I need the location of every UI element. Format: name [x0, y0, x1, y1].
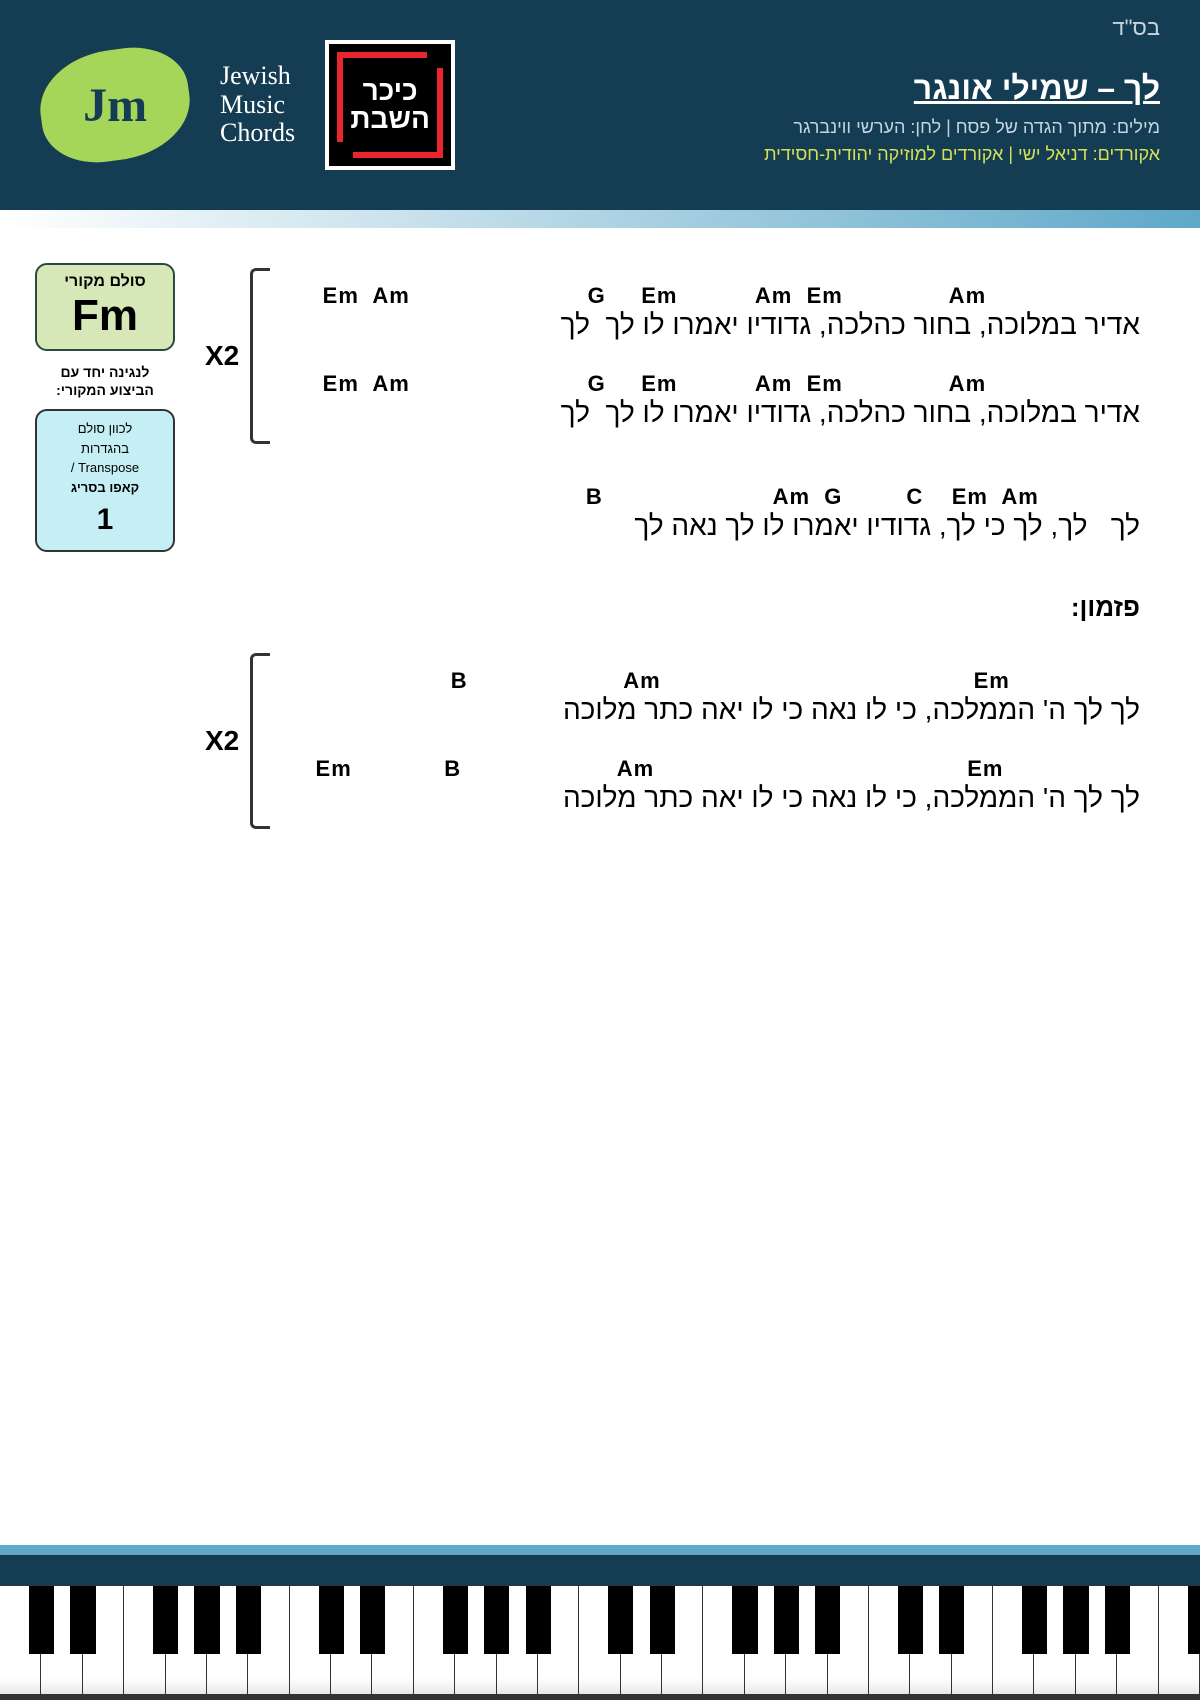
- original-key-chord: Fm: [45, 291, 165, 341]
- credits-lyrics-melody: מילים: מתוך הגדה של פסח | לחן: הערשי ווי…: [764, 117, 1160, 138]
- black-key: [153, 1586, 178, 1654]
- black-key: [526, 1586, 551, 1654]
- repeat-x2: X2: [205, 340, 239, 372]
- black-key: [236, 1586, 261, 1654]
- capo-box: לכוון סולם בהגדרות Transpose / קאפו בסרי…: [35, 409, 175, 552]
- gradient-bar: [0, 210, 1200, 228]
- black-key: [443, 1586, 468, 1654]
- song-title: לך – שמילי אונגר: [764, 70, 1160, 107]
- repeat-bracket-icon: [250, 653, 270, 829]
- chord-line: Em Am G Em Am Em Am: [280, 371, 1140, 397]
- bridge: B Am G C Em Am לך לך, לך כי לך, גדודיו י…: [280, 484, 1140, 542]
- lyric-line: אדיר במלוכה, בחור כהלכה, גדודיו יאמרו לו…: [280, 309, 1140, 341]
- kikar-line2: השבת: [350, 105, 430, 133]
- original-key-label: סולם מקורי: [45, 273, 165, 291]
- footer: [0, 1545, 1200, 1700]
- black-key: [1063, 1586, 1088, 1654]
- lyric-line: לך לך ה' הממלכה, כי לו נאה כי לו יאה כתר…: [280, 694, 1140, 726]
- play-with-label: לנגינה יחד עם הביצוע המקורי:: [35, 363, 175, 399]
- black-key: [194, 1586, 219, 1654]
- black-key: [29, 1586, 54, 1654]
- black-key: [484, 1586, 509, 1654]
- lyric-line: אדיר במלוכה, בחור כהלכה, גדודיו יאמרו לו…: [280, 397, 1140, 429]
- black-key: [650, 1586, 675, 1654]
- bsd-text: בס"ד: [1112, 15, 1160, 41]
- black-key: [608, 1586, 633, 1654]
- chorus-label: פזמון:: [40, 592, 1140, 623]
- chord-line: Em B Am Em: [280, 756, 1140, 782]
- capo-line1: לכוון סולם: [45, 419, 165, 439]
- black-key: [774, 1586, 799, 1654]
- capo-line3: Transpose /: [45, 458, 165, 478]
- verse-1: X2 Em Am G Em Am Em Am אדיר במלוכה, בחור…: [280, 268, 1140, 444]
- black-key: [1105, 1586, 1130, 1654]
- capo-line4: קאפו בסריג: [45, 478, 165, 498]
- capo-line2: בהגדרות: [45, 439, 165, 459]
- black-key: [319, 1586, 344, 1654]
- capo-number: 1: [45, 497, 165, 542]
- black-key: [732, 1586, 757, 1654]
- lyric-line: לך לך, לך כי לך, גדודיו יאמרו לו לך נאה …: [280, 510, 1140, 542]
- jmc-subtitle: Jewish Music Chords: [220, 62, 295, 148]
- chord-line: B Am G C Em Am: [280, 484, 1140, 510]
- footer-bar-light: [0, 1545, 1200, 1555]
- black-key: [939, 1586, 964, 1654]
- jm-logo: Jm: [33, 40, 197, 170]
- kikar-logo: כיכר השבת: [325, 40, 455, 170]
- kikar-line1: כיכר: [350, 77, 430, 105]
- black-key: [898, 1586, 923, 1654]
- jm-logo-text: Jm: [83, 78, 147, 133]
- piano-keys: [0, 1585, 1200, 1700]
- black-key: [360, 1586, 385, 1654]
- original-key-box: סולם מקורי Fm: [35, 263, 175, 351]
- credits-chords: אקורדים: דניאל ישי | אקורדים למוזיקה יהו…: [764, 144, 1160, 165]
- title-block: לך – שמילי אונגר מילים: מתוך הגדה של פסח…: [764, 70, 1160, 165]
- key-sidebar: סולם מקורי Fm לנגינה יחד עם הביצוע המקור…: [35, 263, 175, 552]
- header: בס"ד Jm Jewish Music Chords כיכר השבת לך…: [0, 0, 1200, 210]
- black-key: [1022, 1586, 1047, 1654]
- repeat-x2: X2: [205, 725, 239, 757]
- black-key: [70, 1586, 95, 1654]
- chorus: X2 B Am Em לך לך ה' הממלכה, כי לו נאה כי…: [280, 653, 1140, 829]
- content: סולם מקורי Fm לנגינה יחד עם הביצוע המקור…: [0, 228, 1200, 869]
- chord-line: Em Am G Em Am Em Am: [280, 283, 1140, 309]
- lyric-line: לך לך ה' הממלכה, כי לו נאה כי לו יאה כתר…: [280, 782, 1140, 814]
- footer-bar-dark: [0, 1555, 1200, 1585]
- repeat-bracket-icon: [250, 268, 270, 444]
- black-key: [815, 1586, 840, 1654]
- black-key: [1188, 1586, 1200, 1654]
- chord-line: B Am Em: [280, 668, 1140, 694]
